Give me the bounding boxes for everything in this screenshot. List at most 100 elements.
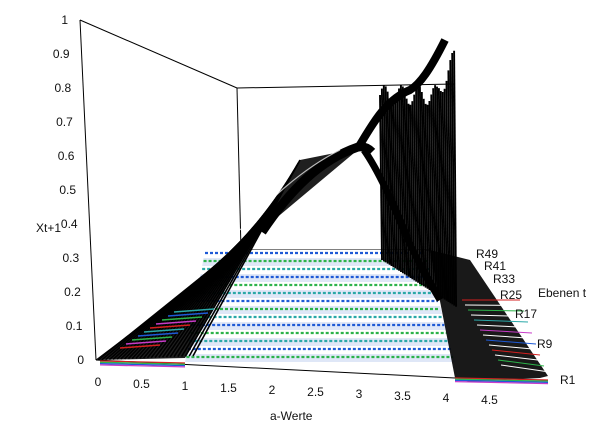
z-tick-label: R33 <box>493 272 515 286</box>
front-band-right <box>454 378 549 382</box>
right-fan <box>379 50 548 382</box>
y-tick-label: 0.5 <box>59 183 76 197</box>
x-tick-label: 1 <box>182 379 189 393</box>
top-back-edge <box>79 19 238 89</box>
chaos-line <box>424 103 429 289</box>
right-wing-streak <box>482 334 535 339</box>
branch-highlight <box>239 149 341 231</box>
front-band-left <box>99 362 186 367</box>
y-tick-label: 0.3 <box>63 251 80 265</box>
front-band-right <box>454 379 549 384</box>
chaos-line <box>422 98 427 288</box>
left-wing-streak <box>125 340 167 345</box>
chaos-line <box>384 86 389 264</box>
right-wing-streak <box>491 349 541 356</box>
right-wing-streak <box>488 344 539 350</box>
x-tick-label: 3 <box>356 387 363 401</box>
upper-branch <box>354 38 449 151</box>
z-axis-title: Ebenen t <box>538 286 587 300</box>
y-tick-label: 0.7 <box>56 115 73 129</box>
x-tick-label: 4.5 <box>481 393 498 407</box>
left-wing-streak <box>155 320 197 325</box>
front-bands <box>99 360 549 385</box>
z-tick-label: R25 <box>500 288 522 302</box>
x-tick-label: 2 <box>269 383 276 397</box>
x-tick-label: 2.5 <box>307 385 324 399</box>
y-tick-label: 0.1 <box>66 319 83 333</box>
y-tick-label: 0.4 <box>61 217 78 231</box>
chaos-line <box>399 85 404 274</box>
floor-stripe <box>185 354 455 362</box>
y-axis-ticks: 0 0.1 0.2 0.3 0.4 0.5 0.6 0.7 0.8 0.9 1 <box>53 13 84 367</box>
right-wing-fill <box>430 250 548 382</box>
z-tick-label: R41 <box>484 259 506 273</box>
chaos-line <box>390 103 395 268</box>
chaos-line <box>428 101 433 292</box>
right-wing-streak <box>500 364 547 372</box>
chaos-line <box>415 88 420 283</box>
left-fan <box>97 148 360 361</box>
y-tick-label: 0.2 <box>64 285 81 299</box>
z-tick-label: R49 <box>476 247 498 261</box>
chaos-line <box>418 86 423 286</box>
front-left-edge <box>79 19 97 361</box>
left-wing-streak <box>161 316 203 321</box>
left-wing-fill <box>98 148 360 360</box>
chaos-line <box>398 88 402 273</box>
x-tick-label: 0 <box>95 375 102 389</box>
z-tick-label: R9 <box>537 337 553 351</box>
front-band-right <box>454 380 549 385</box>
front-band-left <box>99 361 186 365</box>
front-band-left <box>99 360 186 364</box>
y-tick-label: 1 <box>61 13 68 27</box>
y-tick-label: 0.8 <box>55 81 72 95</box>
chaos-line <box>396 94 401 271</box>
x-axis-title: a-Werte <box>270 409 313 423</box>
right-wing-streak <box>464 304 523 306</box>
right-wing-streak <box>473 319 529 323</box>
left-wing-streak <box>131 336 173 341</box>
left-wing-streak <box>119 344 161 349</box>
y-tick-label: 0.6 <box>58 149 75 163</box>
bifurcation-curves <box>239 38 449 302</box>
chaos-line <box>420 91 425 287</box>
y-tick-label: 0.9 <box>53 47 70 61</box>
chaos-line <box>394 101 399 270</box>
front-band-left <box>99 364 186 368</box>
chaos-line <box>403 91 408 276</box>
left-wing-streak <box>137 332 179 337</box>
left-wing-streak <box>149 324 191 329</box>
floor-stripe <box>196 290 438 298</box>
right-wing-streak <box>497 359 545 367</box>
right-wing-streak <box>479 329 533 334</box>
floor-stripe <box>189 330 449 338</box>
chaos-line <box>388 98 393 267</box>
y-axis-title: Xt+1 <box>36 221 61 235</box>
z-tick-label: R17 <box>515 307 537 321</box>
chaos-line <box>386 91 391 265</box>
front-band-right <box>454 377 549 381</box>
x-axis-ticks: 0 0.5 1 1.5 2 2.5 3 3.5 4 4.5 <box>95 375 499 407</box>
chaos-line <box>417 85 421 285</box>
left-wing-streak <box>143 328 185 333</box>
left-wing-streak <box>173 308 215 313</box>
back-left-edge <box>236 87 242 251</box>
chaos-line <box>392 104 397 269</box>
chaos-line <box>401 86 406 275</box>
right-wing-streak <box>470 314 527 317</box>
x-tick-label: 0.5 <box>133 377 150 391</box>
x-tick-label: 3.5 <box>394 389 411 403</box>
left-wing-streak <box>167 312 209 317</box>
x-tick-label: 1.5 <box>220 381 237 395</box>
z-tick-label: R1 <box>560 373 576 387</box>
stable-branch <box>258 142 376 235</box>
y-tick-label: 0 <box>77 353 84 367</box>
lower-branch <box>361 147 444 302</box>
right-wing-streak <box>476 324 531 328</box>
right-wing-streak <box>494 354 543 361</box>
right-wing-streak <box>485 339 537 345</box>
right-wing-streak <box>467 309 525 312</box>
x-tick-label: 4 <box>443 391 450 405</box>
